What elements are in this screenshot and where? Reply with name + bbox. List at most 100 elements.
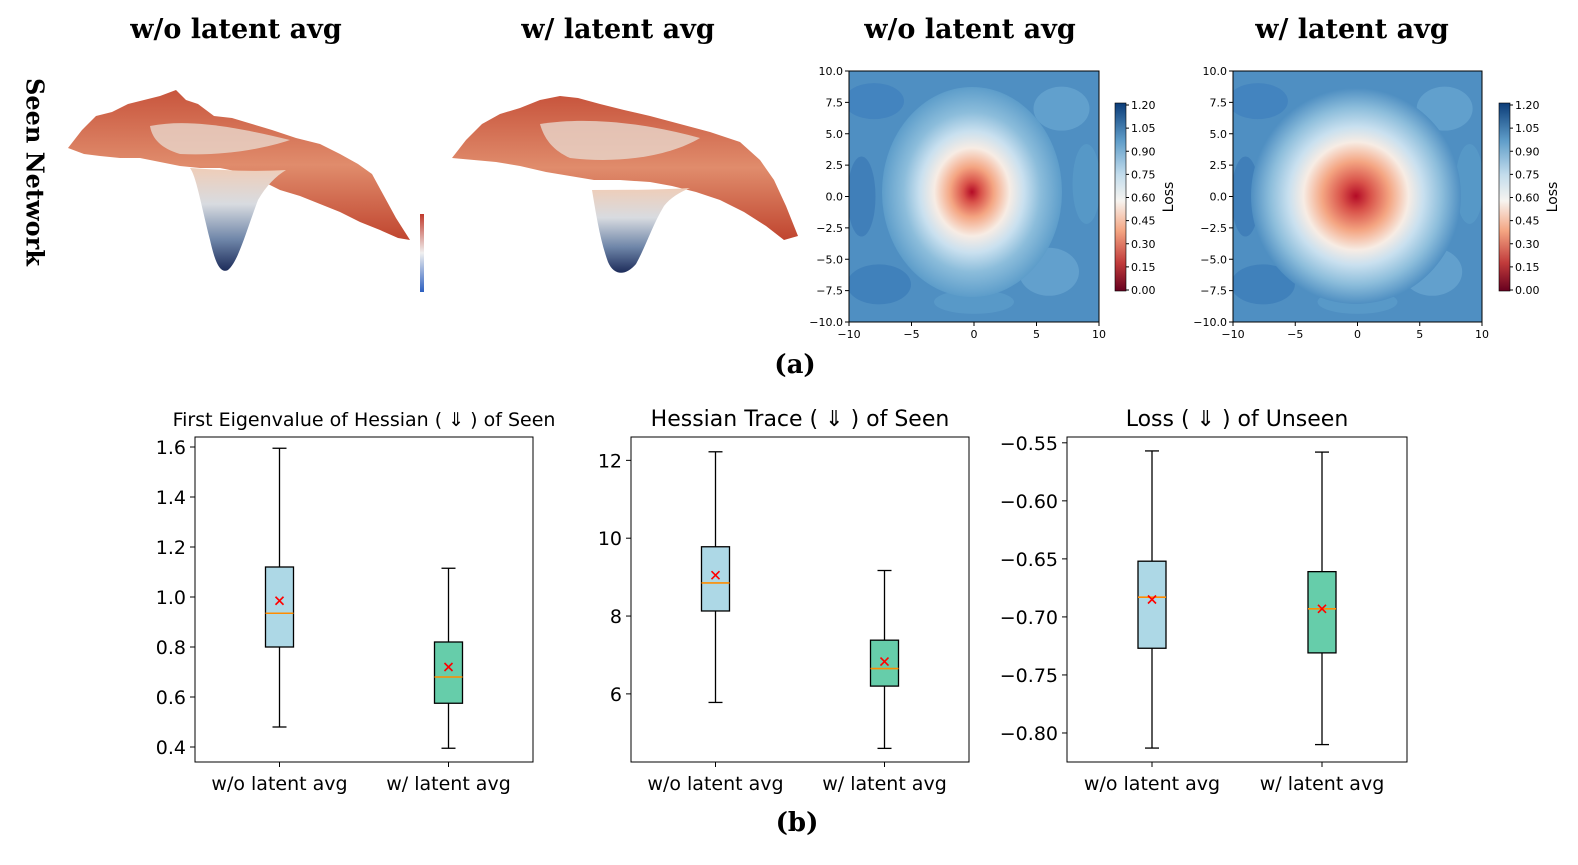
boxplot-frame: [1066, 436, 1408, 763]
y-tick-label: 2.5: [826, 159, 844, 172]
colorbar-wo: 1.20 1.05 0.90 0.75 0.60 0.45 0.30 0.15 0.00 Loss: [1114, 99, 1177, 297]
boxplot-hessian-trace: Hessian Trace ( ⇓ ) of Seen 6 8 10 12 w/o lat…: [598, 407, 970, 795]
contour-patch: [849, 83, 904, 120]
loss-surface-wo: [68, 90, 410, 271]
box-iqr: [264, 566, 295, 648]
x-tick-label: 5: [1033, 328, 1040, 341]
contour-patch: [849, 156, 876, 237]
y-tick-label: −2.5: [1200, 222, 1227, 235]
x-tick-label: w/ latent avg: [822, 773, 947, 795]
colorbar-tick-label: 0.60: [1515, 192, 1540, 205]
x-tick-label: 10: [1475, 328, 1489, 341]
y-tick-label: 1.4: [156, 487, 186, 509]
y-tick-label: −0.55: [1000, 433, 1058, 455]
loss-surface-w: [452, 96, 798, 273]
y-tick-label: 8: [610, 606, 622, 628]
y-tick-label: 5.0: [826, 128, 844, 141]
y-tick-label: −7.5: [816, 285, 843, 298]
contour-patch: [1416, 86, 1473, 131]
caption-a: (a): [774, 350, 816, 380]
contour-patch: [1233, 264, 1295, 305]
contour-wo: [849, 71, 1099, 322]
y-tick-label: 12: [598, 450, 622, 472]
colorbar-tick-label: 0.15: [1131, 261, 1156, 274]
box-iqr: [1307, 570, 1337, 654]
x-tick-label: 10: [1092, 328, 1106, 341]
colorbar-tick-label: 0.45: [1131, 215, 1156, 228]
colorbar-tick-label: 0.75: [1131, 168, 1156, 181]
box-iqr: [1137, 560, 1167, 649]
y-tick-label: 1.6: [156, 437, 186, 459]
boxplot-title: First Eigenvalue of Hessian ( ⇓ ) of See…: [173, 409, 556, 431]
colorbar-scale: [1498, 102, 1511, 292]
colorbar-tick-label: 1.05: [1131, 122, 1156, 135]
y-tick-label: 1.2: [156, 537, 186, 559]
y-tick-label: −0.80: [1000, 723, 1058, 745]
boxplot-frame: [194, 436, 534, 763]
x-tick-label: w/o latent avg: [211, 773, 347, 795]
colorbar-tick-label: 1.20: [1515, 99, 1540, 112]
y-tick-label: −5.0: [816, 253, 843, 266]
y-tick-label: 10: [598, 528, 622, 550]
y-tick-label: −10.0: [1193, 316, 1227, 329]
y-tick-label: 5.0: [1210, 128, 1228, 141]
mean-marker: [443, 662, 454, 672]
boxplot-unseen-loss: Loss ( ⇓ ) of Unseen −0.55 −0.60 −0.65 −0.70…: [1000, 407, 1408, 795]
mean-marker: [710, 570, 721, 580]
y-tick-label: −10.0: [809, 316, 843, 329]
colorbar-tick-label: 1.20: [1131, 99, 1156, 112]
y-tick-label: −0.65: [1000, 549, 1058, 571]
contour-patch: [1233, 83, 1288, 120]
contour-basin: [1251, 88, 1461, 304]
mean-marker: [879, 657, 890, 667]
y-tick-label: 1.0: [156, 587, 186, 609]
surface-mini-colorbar: [420, 214, 424, 292]
y-tick-label: 7.5: [826, 96, 844, 109]
x-tick-label: w/ latent avg: [1260, 773, 1385, 795]
colorbar-tick-label: 0.15: [1515, 261, 1540, 274]
contour-title-wo: w/o latent avg: [864, 14, 1076, 45]
y-tick-label: 7.5: [1210, 96, 1228, 109]
y-tick-label: −0.60: [1000, 491, 1058, 513]
y-tick-label: 0.6: [156, 687, 186, 709]
y-tick-label: 2.5: [1210, 159, 1228, 172]
colorbar-tick-label: 1.05: [1515, 122, 1540, 135]
colorbar-tick-label: 0.75: [1515, 168, 1540, 181]
x-tick-label: 0: [971, 328, 978, 341]
y-tick-label: −2.5: [816, 222, 843, 235]
y-tick-label: −0.75: [1000, 665, 1058, 687]
colorbar-tick-label: 0.90: [1131, 145, 1156, 158]
surface-title-wo: w/o latent avg: [130, 14, 342, 45]
x-tick-label: −5: [903, 328, 919, 341]
colorbar-tick-label: 0.90: [1515, 145, 1540, 158]
contour-patch: [849, 264, 911, 305]
contour-title-w: w/ latent avg: [1255, 14, 1449, 45]
box-iqr: [700, 546, 731, 612]
colorbar-tick-label: 0.60: [1131, 192, 1156, 205]
colorbar-tick-label: 0.30: [1515, 238, 1540, 251]
colorbar-tick-label: 0.00: [1131, 284, 1156, 297]
colorbar-scale: [1114, 102, 1127, 292]
x-tick-label: 0: [1354, 328, 1361, 341]
x-tick-label: 5: [1416, 328, 1423, 341]
x-tick-label: −10: [837, 328, 860, 341]
x-tick-label: −5: [1287, 328, 1303, 341]
box-iqr: [433, 641, 464, 704]
contour-basin: [882, 87, 1062, 297]
x-tick-label: −10: [1221, 328, 1244, 341]
boxplot-title: Hessian Trace ( ⇓ ) of Seen: [651, 407, 950, 432]
contour-patch: [1072, 143, 1099, 224]
boxplot-title: Loss ( ⇓ ) of Unseen: [1126, 407, 1349, 432]
surface-title-w: w/ latent avg: [521, 14, 715, 45]
y-tick-label: 0.0: [1210, 191, 1228, 204]
y-tick-label: 10.0: [1203, 65, 1228, 78]
contour-axes-wo: −10 −5 0 5 10 10.0 7.5 5.0 2.5 0.0 −2.5 −5.0 −7.5 −10…: [809, 65, 1106, 341]
colorbar-tick-label: 0.45: [1515, 215, 1540, 228]
y-tick-label: −5.0: [1200, 253, 1227, 266]
y-tick-label: 6: [610, 684, 622, 706]
x-tick-label: w/ latent avg: [386, 773, 511, 795]
y-tick-label: 0.4: [156, 737, 186, 759]
caption-b: (b): [775, 808, 819, 838]
contour-w: [1233, 71, 1482, 322]
